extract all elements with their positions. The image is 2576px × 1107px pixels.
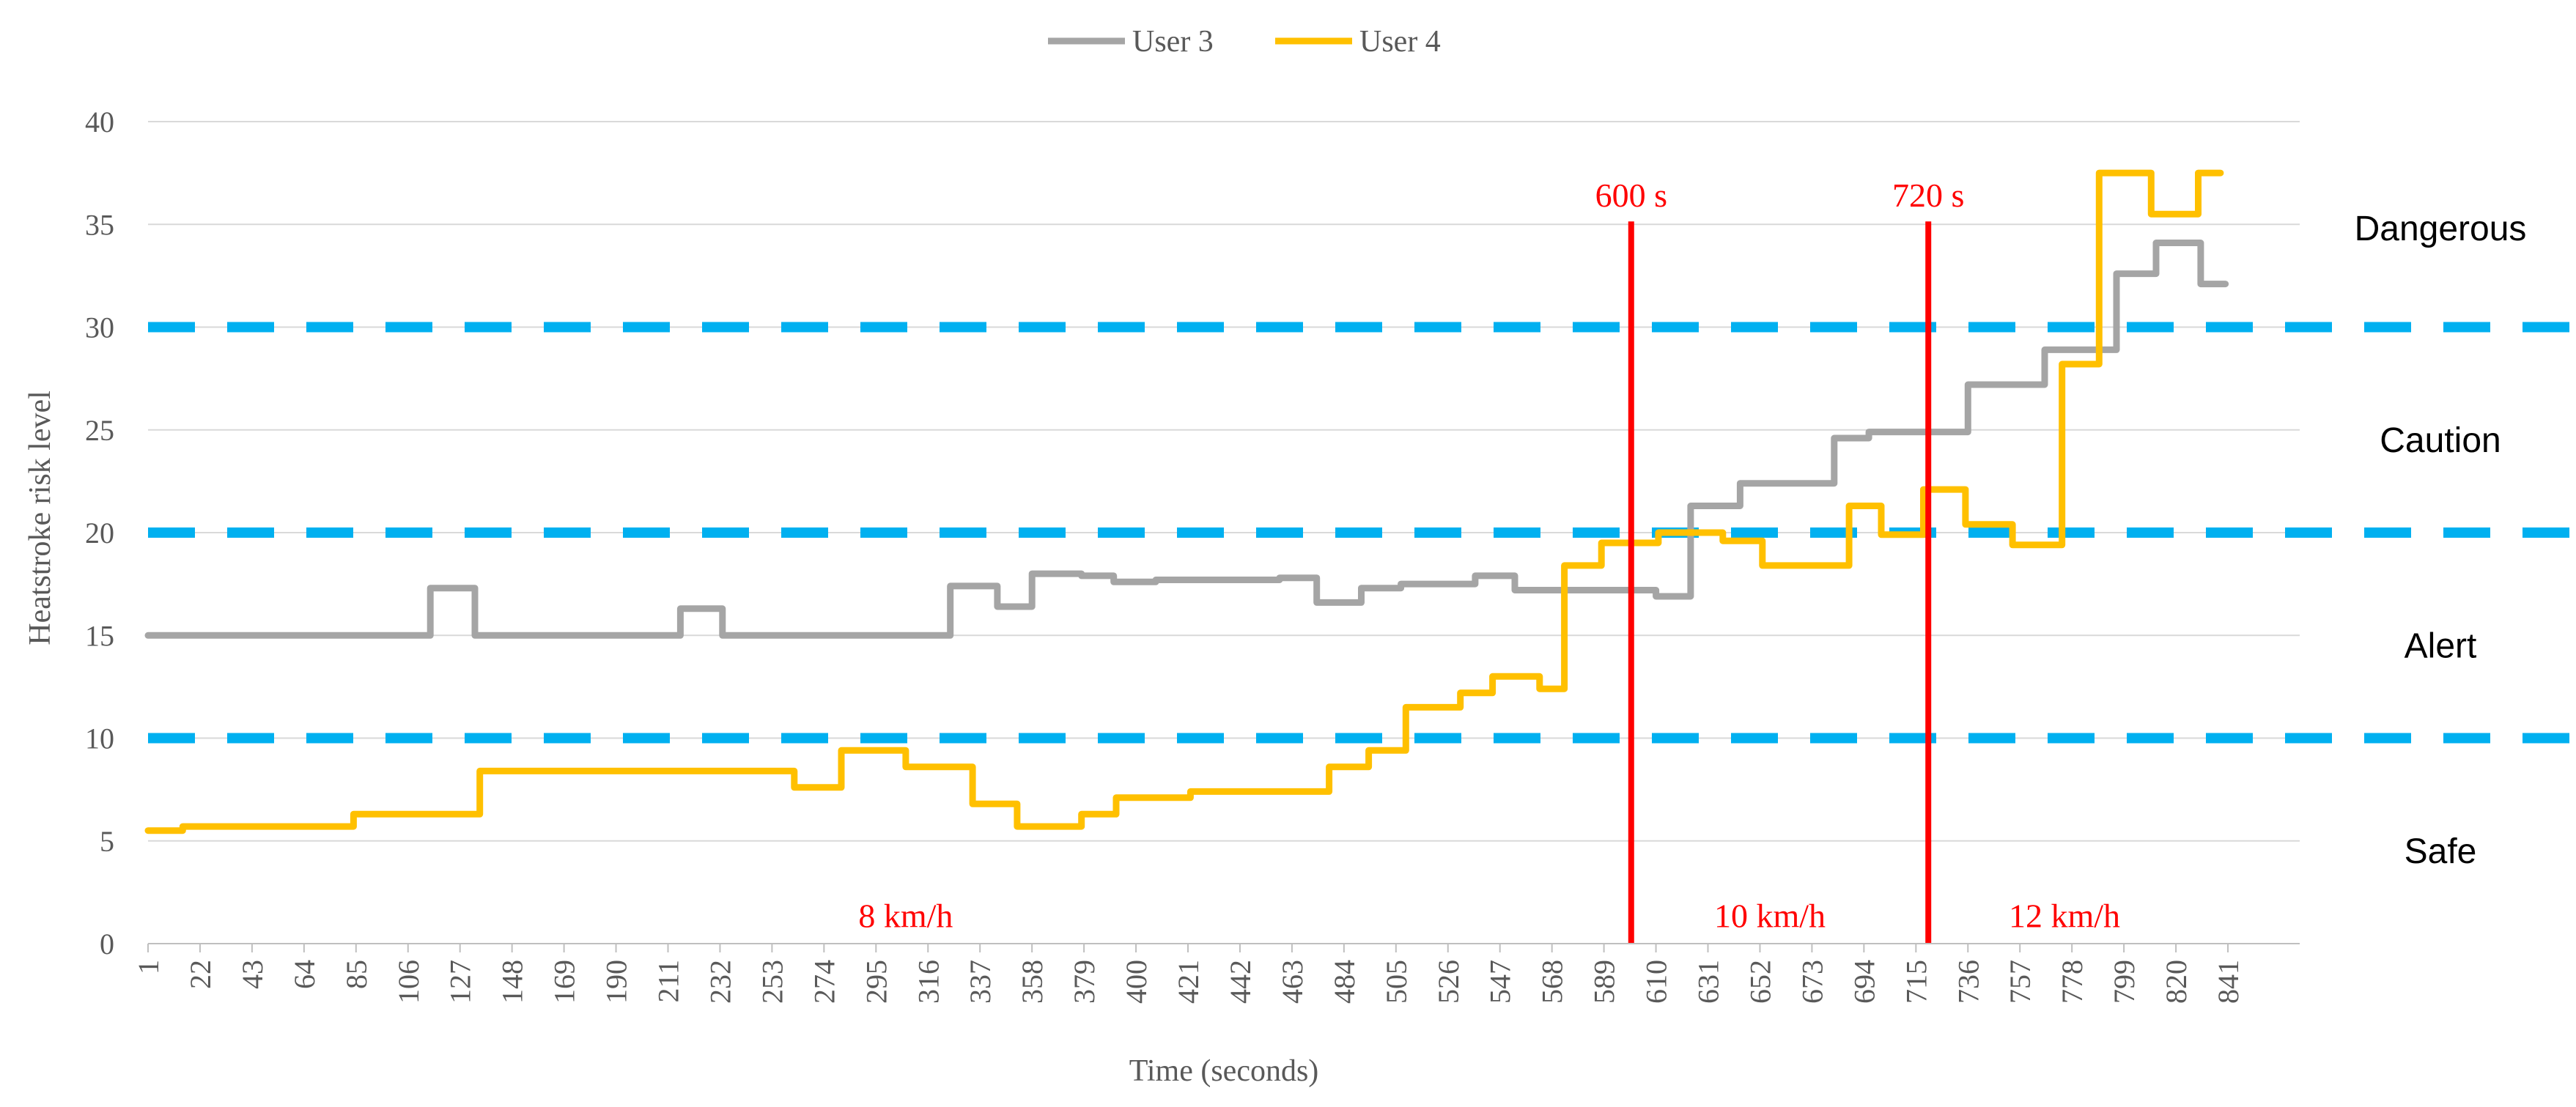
x-tick-label: 253: [756, 960, 789, 1004]
x-tick-label: 778: [2056, 960, 2089, 1004]
legend: User 3 User 4: [1048, 25, 1441, 59]
x-tick-label: 568: [1536, 960, 1569, 1004]
legend-label: User 3: [1132, 25, 1214, 59]
x-tick-label: 274: [808, 960, 841, 1004]
x-axis-title: Time (seconds): [1129, 1054, 1319, 1088]
x-tick-label: 652: [1743, 960, 1776, 1004]
x-tick-label: 127: [444, 960, 477, 1004]
x-tick-label: 337: [964, 960, 997, 1004]
x-tick-labels: 1 22 43 64 85 106 127 148 169 190 211 232 253 274 295 3…: [132, 960, 2245, 1004]
zone-label: Safe: [2405, 832, 2477, 871]
gridlines: [148, 121, 2300, 842]
y-tick-label: 40: [85, 105, 114, 138]
speed-label: 10 km/h: [1714, 897, 1826, 935]
zone-label: Caution: [2380, 421, 2501, 460]
x-tick-label: 421: [1172, 960, 1205, 1004]
x-tick-label: 715: [1900, 960, 1933, 1004]
x-tick-label: 22: [184, 960, 217, 989]
y-tick-label: 25: [85, 414, 114, 447]
series-lines: [144, 169, 2229, 834]
x-tick-label: 547: [1484, 960, 1517, 1004]
y-tick-label: 35: [85, 208, 114, 241]
x-tick-label: 505: [1380, 960, 1413, 1004]
legend-label: User 4: [1359, 25, 1441, 59]
x-tick-label: 190: [600, 960, 633, 1004]
zone-label: Alert: [2405, 626, 2477, 665]
speed-label: 8 km/h: [858, 897, 953, 935]
y-tick-label: 15: [85, 619, 114, 652]
threshold-lines: [148, 322, 2576, 744]
x-tick-label: 736: [1952, 960, 1985, 1004]
x-tick-label: 442: [1224, 960, 1257, 1004]
x-tick-label: 610: [1640, 960, 1673, 1004]
y-tick-label: 10: [85, 722, 114, 755]
y-tick-labels: 0 5 10 15 20 25 30 35 40: [85, 105, 114, 960]
x-tick-label: 169: [548, 960, 581, 1004]
x-tick-label: 232: [704, 960, 737, 1004]
x-tick-label: 64: [288, 960, 321, 989]
time-marker-label: 600 s: [1595, 177, 1667, 214]
x-tick-label: 379: [1068, 960, 1101, 1004]
zone-label: Dangerous: [2355, 210, 2527, 248]
y-axis-title: Heatstroke risk level: [23, 390, 57, 645]
x-tick-label: 841: [2212, 960, 2245, 1004]
y-tick-label: 5: [100, 825, 114, 858]
x-tick-label: 1: [132, 960, 165, 974]
speed-labels: 8 km/h 10 km/h 12 km/h: [858, 897, 2120, 935]
x-tick-label: 673: [1796, 960, 1828, 1004]
x-tick-label: 589: [1588, 960, 1621, 1004]
x-tick-label: 295: [860, 960, 893, 1004]
axes: [147, 943, 2300, 952]
x-tick-label: 631: [1692, 960, 1725, 1004]
x-tick-label: 106: [392, 960, 425, 1004]
x-tick-label: 757: [2004, 960, 2037, 1004]
y-tick-label: 20: [85, 517, 114, 549]
x-tick-label: 148: [496, 960, 529, 1004]
zone-labels: Safe Alert Caution Dangerous: [2355, 210, 2527, 871]
y-tick-label: 0: [100, 928, 114, 960]
x-tick-label: 799: [2108, 960, 2141, 1004]
series-line-4: [144, 169, 2224, 834]
x-tick-label: 316: [912, 960, 945, 1004]
x-tick-label: 400: [1120, 960, 1153, 1004]
x-tick-label: 85: [340, 960, 373, 989]
time-markers: 600 s 720 s: [1595, 177, 1964, 944]
x-tick-label: 484: [1328, 960, 1361, 1004]
time-marker-label: 720 s: [1892, 177, 1964, 214]
series-line-3: [144, 240, 2229, 639]
x-tick-label: 694: [1848, 960, 1881, 1004]
x-tick-label: 820: [2160, 960, 2193, 1004]
x-tick-label: 358: [1016, 960, 1049, 1004]
x-tick-label: 526: [1432, 960, 1465, 1004]
speed-label: 12 km/h: [2009, 897, 2120, 935]
x-tick-label: 43: [236, 960, 269, 989]
y-tick-label: 30: [85, 311, 114, 344]
x-tick-label: 463: [1276, 960, 1309, 1004]
x-tick-label: 211: [652, 960, 685, 1003]
